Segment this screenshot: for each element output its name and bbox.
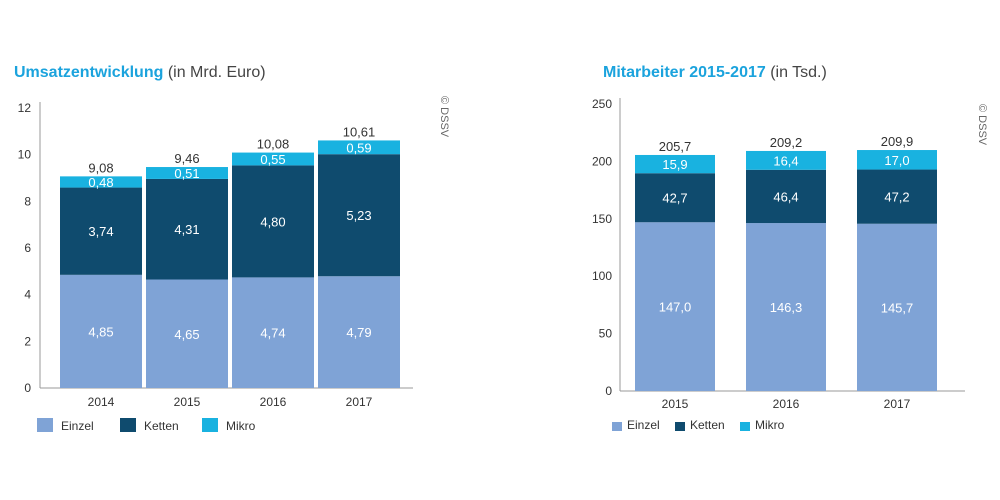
- bar-segment-mikro: [857, 150, 937, 170]
- x-tick-label: 2017: [884, 397, 911, 411]
- data-label: 4,85: [88, 324, 113, 339]
- legend-swatch: [120, 418, 136, 432]
- bar-segment-ketten: [60, 187, 142, 275]
- data-label: 4,80: [260, 214, 285, 229]
- y-tick-label: 6: [24, 241, 31, 255]
- bar-segment-einzel: [232, 277, 314, 388]
- legend-label: Einzel: [627, 418, 660, 432]
- total-label: 209,9: [881, 134, 914, 149]
- bar-segment-einzel: [318, 276, 400, 388]
- y-tick-label: 4: [24, 288, 31, 302]
- bar-segment-ketten: [318, 154, 400, 277]
- chart-subtitle: (in Tsd.): [770, 64, 827, 81]
- bar-segment-mikro: [746, 150, 826, 170]
- data-label: 16,4: [773, 153, 798, 168]
- y-tick-label: 150: [592, 212, 612, 226]
- y-tick-label: 250: [592, 97, 612, 111]
- data-label: 46,4: [773, 189, 798, 204]
- y-tick-label: 200: [592, 154, 612, 168]
- y-tick-label: 2: [24, 334, 31, 348]
- legend-label: Ketten: [690, 418, 725, 432]
- chart-title-text: Mitarbeiter 2015-2017: [603, 64, 766, 81]
- data-label: 47,2: [884, 190, 909, 205]
- legend-swatch: [202, 418, 218, 432]
- y-tick-label: 8: [24, 194, 31, 208]
- bar-segment-mikro: [232, 152, 314, 166]
- bar-segment-ketten: [746, 169, 826, 224]
- bar-segment-ketten: [146, 178, 228, 280]
- data-label: 145,7: [881, 300, 914, 315]
- data-label: 0,48: [88, 175, 113, 190]
- x-tick-label: 2014: [88, 395, 115, 409]
- y-tick-label: 10: [18, 148, 32, 162]
- bar-segment-ketten: [232, 165, 314, 278]
- y-tick-label: 0: [24, 381, 31, 395]
- data-label: 0,55: [260, 152, 285, 167]
- legend-label: Ketten: [144, 419, 179, 433]
- employees-chart: 0 50 100 150 200 250 147,0 42,7 15,9 205,7 2015 146…: [592, 97, 965, 432]
- data-label: 3,74: [88, 224, 113, 239]
- legend-label: Mikro: [226, 419, 256, 433]
- legend-label: Einzel: [61, 419, 94, 433]
- data-label: 4,79: [346, 325, 371, 340]
- x-tick-label: 2016: [260, 395, 287, 409]
- data-label: 17,0: [884, 153, 909, 168]
- bar-segment-einzel: [746, 223, 826, 391]
- bar-segment-mikro: [318, 140, 400, 155]
- data-label: 4,74: [260, 326, 285, 341]
- bar-segment-mikro: [635, 154, 715, 174]
- bar-segment-mikro: [146, 167, 228, 179]
- bar-segment-ketten: [635, 173, 715, 223]
- legend-label: Mikro: [755, 418, 785, 432]
- data-label: 147,0: [659, 300, 692, 315]
- source-credit: © DSSV: [438, 96, 450, 138]
- data-label: 42,7: [662, 191, 687, 206]
- x-tick-label: 2015: [174, 395, 201, 409]
- total-label: 209,2: [770, 135, 803, 150]
- legend-swatch: [37, 418, 53, 432]
- bar-segment-einzel: [635, 222, 715, 391]
- x-tick-label: 2017: [346, 395, 373, 409]
- y-tick-label: 12: [18, 101, 32, 115]
- bar-segment-einzel: [857, 223, 937, 391]
- data-label: 0,51: [174, 166, 199, 181]
- total-label: 10,08: [257, 137, 290, 152]
- data-label: 15,9: [662, 157, 687, 172]
- source-credit: © DSSV: [976, 104, 988, 146]
- total-label: 10,61: [343, 124, 376, 139]
- total-label: 9,08: [88, 160, 113, 175]
- data-label: 0,59: [346, 140, 371, 155]
- revenue-chart: 0 2 4 6 8 10 12 4,85 3,74 0,489,08 2014 4,65 4,31 0,5…: [18, 101, 413, 433]
- chart-subtitle: (in Mrd. Euro): [167, 64, 266, 81]
- chart-title-revenue: Umsatzentwicklung (in Mrd. Euro): [14, 64, 266, 82]
- x-tick-label: 2016: [773, 397, 800, 411]
- bar-segment-ketten: [857, 169, 937, 224]
- legend-swatch: [612, 422, 622, 431]
- data-label: 4,65: [174, 327, 199, 342]
- x-tick-label: 2015: [662, 397, 689, 411]
- y-tick-label: 0: [605, 384, 612, 398]
- legend-swatch: [740, 422, 750, 431]
- bar-segment-einzel: [146, 279, 228, 388]
- data-label: 146,3: [770, 300, 803, 315]
- bar-segment-einzel: [60, 274, 142, 388]
- total-label: 205,7: [659, 139, 692, 154]
- total-label: 9,46: [174, 151, 199, 166]
- y-tick-label: 50: [599, 327, 613, 341]
- data-label: 4,31: [174, 222, 199, 237]
- bar-segment-mikro: [60, 176, 142, 188]
- chart-title-employees: Mitarbeiter 2015-2017 (in Tsd.): [603, 64, 827, 82]
- legend-swatch: [675, 422, 685, 431]
- data-label: 5,23: [346, 208, 371, 223]
- chart-title-text: Umsatzentwicklung: [14, 64, 164, 81]
- y-tick-label: 100: [592, 269, 612, 283]
